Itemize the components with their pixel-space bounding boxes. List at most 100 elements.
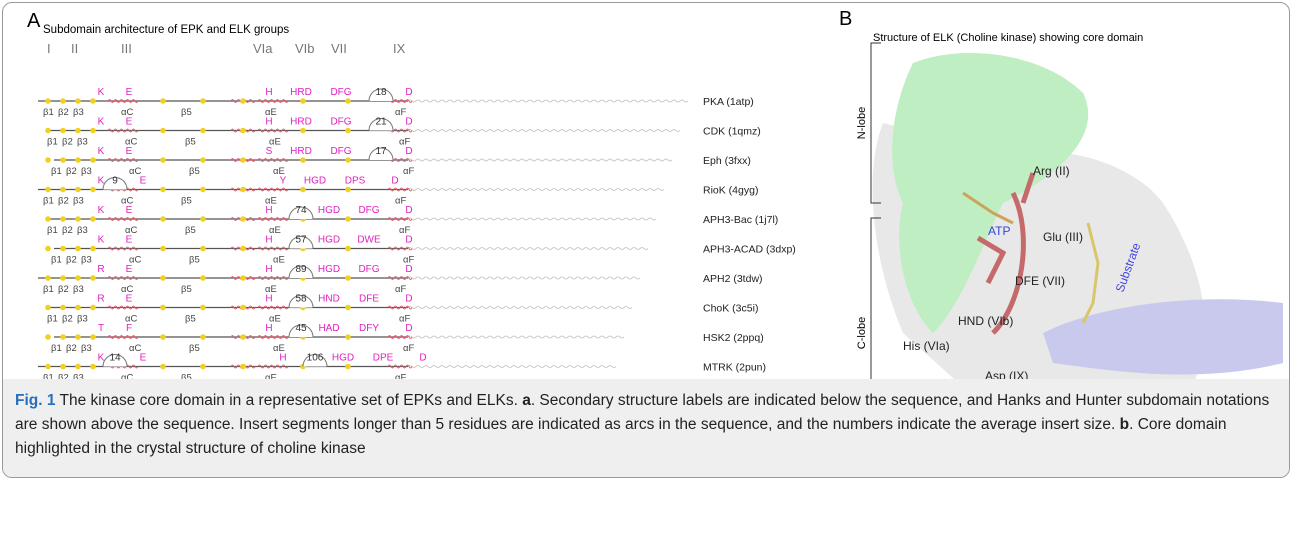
insert-size: 18 xyxy=(375,87,387,98)
strand xyxy=(160,275,166,281)
figure-art: A Subdomain architecture of EPK and ELK … xyxy=(3,3,1289,379)
secondary-label: β1 xyxy=(43,284,54,295)
strand xyxy=(60,128,66,134)
strand xyxy=(200,187,206,193)
residue-label: HGD xyxy=(318,264,340,275)
residue-label: H xyxy=(265,205,272,216)
residue-label: E xyxy=(126,146,133,157)
strand xyxy=(160,187,166,193)
lobe-label: N-lobe xyxy=(856,107,868,139)
strand xyxy=(45,305,51,311)
strand xyxy=(345,128,351,134)
strand xyxy=(75,275,81,281)
strand xyxy=(200,128,206,134)
residue-label: D xyxy=(405,235,412,246)
strand xyxy=(240,246,246,252)
panel-label: A xyxy=(27,10,41,32)
tail xyxy=(408,159,672,161)
residue-label: R xyxy=(97,264,104,275)
secondary-label: β5 xyxy=(189,166,200,177)
residue-label: DFG xyxy=(358,205,379,216)
residue-label: H xyxy=(265,323,272,334)
tail xyxy=(408,100,688,102)
strand xyxy=(90,216,96,222)
strand xyxy=(160,216,166,222)
residue-label: S xyxy=(266,146,273,157)
protein-name: RioK (4gyg) xyxy=(703,185,758,197)
strand xyxy=(160,305,166,311)
residue-label: DFG xyxy=(330,87,351,98)
protein-name: PKA (1atp) xyxy=(703,96,754,108)
secondary-label: β3 xyxy=(77,314,88,325)
residue-label: DFG xyxy=(358,264,379,275)
residue-label: DFE xyxy=(359,294,379,305)
residue-label: T xyxy=(98,323,104,334)
strand xyxy=(45,157,51,163)
secondary-label: αE xyxy=(273,255,285,266)
residue-label: E xyxy=(126,264,133,275)
strand xyxy=(75,305,81,311)
strand xyxy=(90,187,96,193)
strand xyxy=(75,98,81,104)
residue-label: K xyxy=(98,205,105,216)
lobe-label: C-lobe xyxy=(856,317,868,349)
residue-label: D xyxy=(405,117,412,128)
insert-size: 58 xyxy=(295,294,307,305)
secondary-label: β3 xyxy=(81,255,92,266)
strand xyxy=(60,157,66,163)
protein-name: CDK (1qmz) xyxy=(703,126,761,138)
strand xyxy=(60,98,66,104)
strand xyxy=(345,275,351,281)
residue-label: R xyxy=(97,294,104,305)
secondary-label: β2 xyxy=(62,137,73,148)
caption-panel: b xyxy=(1120,416,1129,433)
secondary-label: β1 xyxy=(47,137,58,148)
residue-label: H xyxy=(265,264,272,275)
secondary-label: β3 xyxy=(73,196,84,207)
secondary-label: β3 xyxy=(81,343,92,354)
strand xyxy=(75,364,81,370)
tail xyxy=(408,366,616,368)
tail xyxy=(408,189,664,191)
strand xyxy=(240,157,246,163)
insert-size: 74 xyxy=(295,205,307,216)
insert-size: 17 xyxy=(375,146,387,157)
strand xyxy=(75,216,81,222)
residue-label: H xyxy=(265,294,272,305)
residue-label: HRD xyxy=(290,117,312,128)
insert-size: 21 xyxy=(375,117,387,128)
residue-label: D xyxy=(405,264,412,275)
strand xyxy=(60,275,66,281)
structure-label: Arg (II) xyxy=(1033,164,1070,178)
caption: Fig. 1 The kinase core domain in a repre… xyxy=(3,379,1289,477)
residue-label: E xyxy=(126,235,133,246)
secondary-label: β1 xyxy=(43,107,54,118)
insert-size: 89 xyxy=(295,264,307,275)
residue-label: HRD xyxy=(290,146,312,157)
caption-panel: a xyxy=(522,392,531,409)
secondary-label: αF xyxy=(403,343,414,354)
strand xyxy=(345,305,351,311)
structure-label: Glu (III) xyxy=(1043,230,1083,244)
secondary-label: β1 xyxy=(47,314,58,325)
strand xyxy=(75,187,81,193)
secondary-label: β3 xyxy=(73,107,84,118)
strand xyxy=(160,364,166,370)
strand xyxy=(300,187,306,193)
structure-label: Asp (IX) xyxy=(985,369,1028,379)
insert-size: 106 xyxy=(307,353,324,364)
secondary-label: β2 xyxy=(62,225,73,236)
strand xyxy=(60,246,66,252)
secondary-label: β2 xyxy=(66,343,77,354)
secondary-label: β1 xyxy=(51,166,62,177)
strand xyxy=(240,334,246,340)
strand xyxy=(300,98,306,104)
residue-label: D xyxy=(391,176,398,187)
residue-label: HAD xyxy=(318,323,339,334)
subdomain-label: VIb xyxy=(295,41,315,56)
secondary-label: β1 xyxy=(51,343,62,354)
secondary-label: β2 xyxy=(58,284,69,295)
strand xyxy=(240,364,246,370)
strand xyxy=(345,246,351,252)
secondary-label: β1 xyxy=(43,196,54,207)
